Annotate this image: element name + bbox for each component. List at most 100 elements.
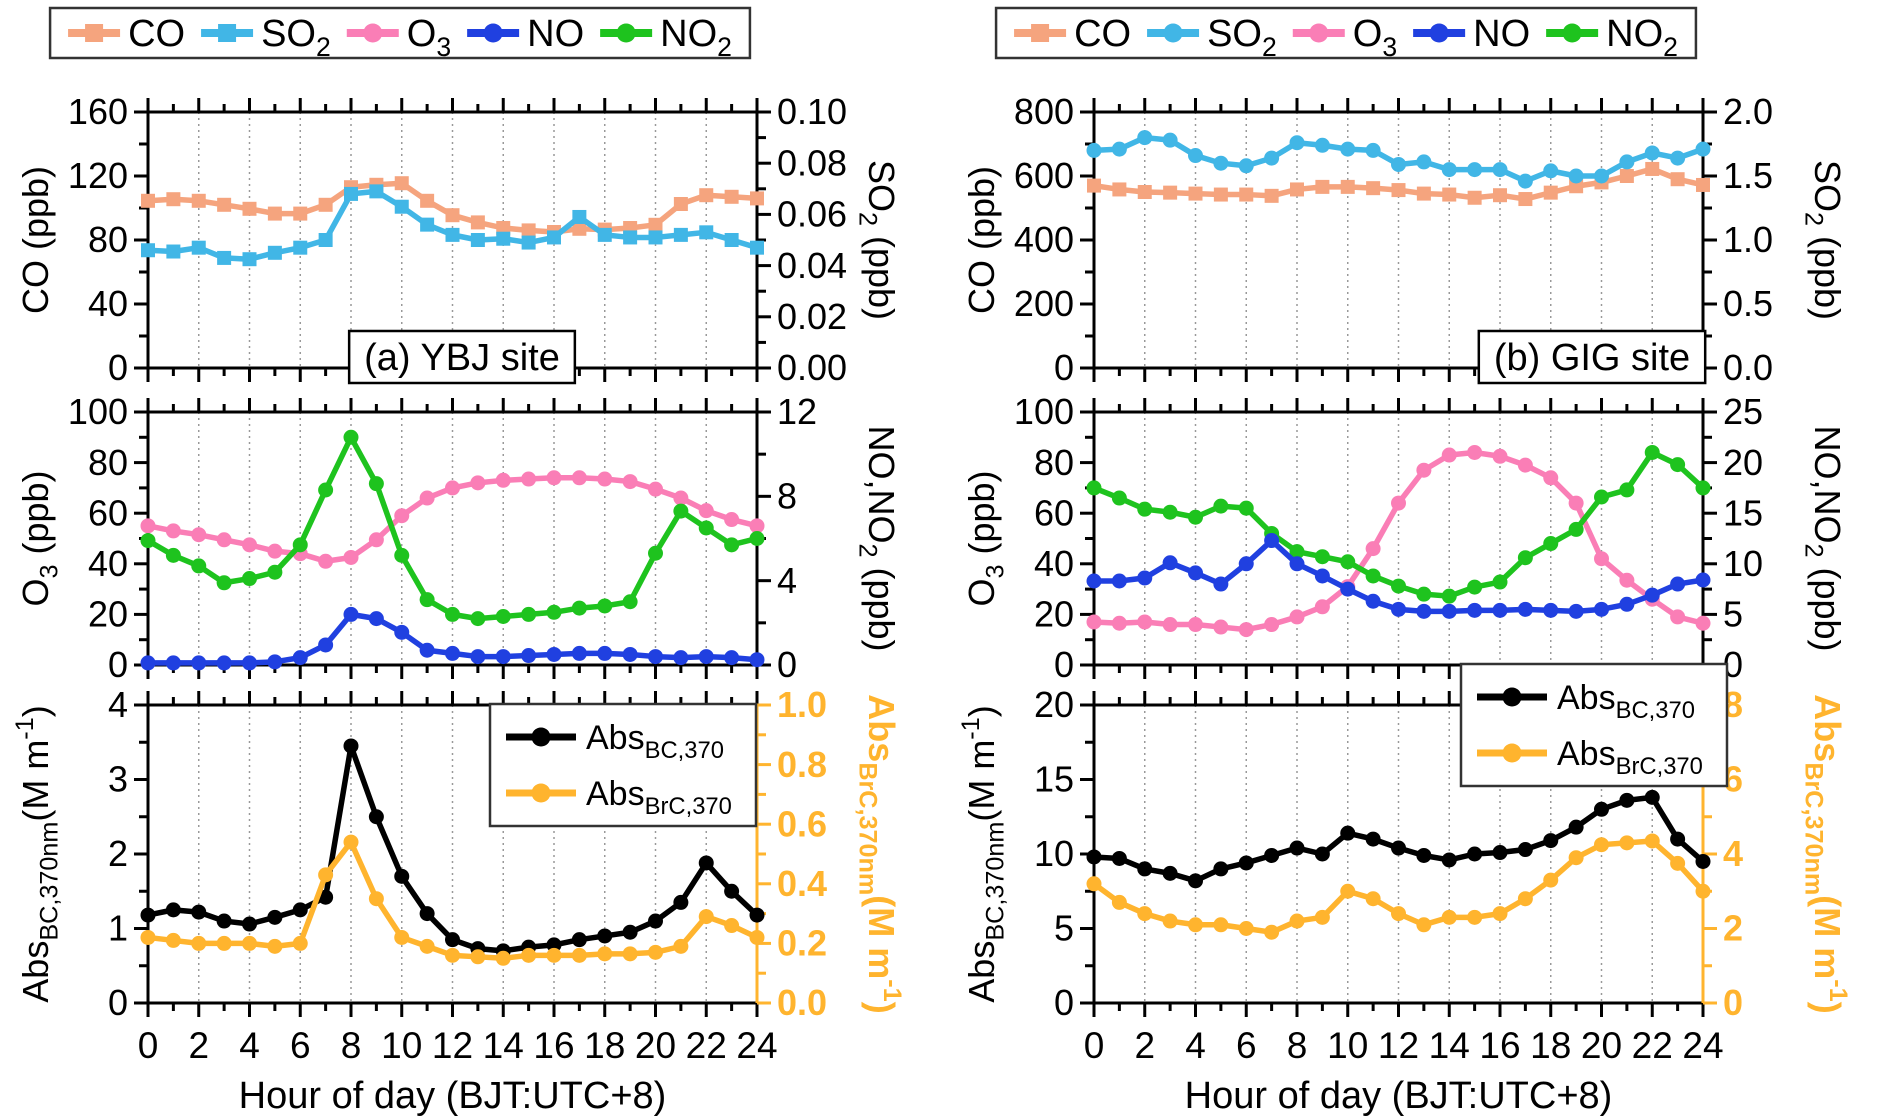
x-tick-label: 4 — [239, 1025, 260, 1066]
data-point — [292, 537, 308, 553]
abs-legend: AbsBC,370 AbsBrC,370 — [1459, 662, 1729, 788]
data-point — [724, 537, 740, 553]
data-point — [1644, 789, 1660, 805]
legend-label: O3 — [407, 13, 451, 62]
data-point — [216, 655, 232, 671]
series-ybj-so2 — [141, 184, 764, 267]
data-point — [1518, 192, 1533, 207]
data-point — [292, 650, 308, 666]
data-point — [622, 474, 638, 490]
data-point — [1137, 130, 1153, 146]
data-point — [1391, 906, 1406, 922]
data-point — [495, 609, 511, 625]
data-point — [546, 604, 562, 620]
data-point — [1644, 587, 1660, 603]
data-point — [571, 645, 587, 661]
legend-swatch-marker — [531, 783, 551, 803]
series-gig-absbc370 — [1086, 789, 1711, 889]
data-point — [140, 533, 156, 549]
x-tick-label: 4 — [1185, 1025, 1206, 1066]
data-point — [368, 532, 384, 548]
data-point — [318, 889, 334, 905]
data-point — [1517, 173, 1533, 189]
data-point — [1467, 190, 1482, 205]
data-point — [1670, 576, 1686, 592]
right-tick-label: 0.0 — [1723, 347, 1773, 388]
data-point — [1492, 162, 1508, 178]
data-point — [1213, 155, 1229, 171]
data-point — [1441, 588, 1457, 604]
x-tick-label: 8 — [1287, 1025, 1308, 1066]
left-tick-label: 20 — [1034, 684, 1074, 725]
abs-legend-label: AbsBC,370 — [586, 719, 724, 764]
data-point — [749, 907, 765, 923]
data-point — [1492, 906, 1508, 922]
data-point — [1670, 457, 1686, 473]
data-point — [673, 650, 689, 666]
left-tick-label: 0 — [1054, 982, 1074, 1023]
left-tick-label: 100 — [68, 391, 128, 432]
data-point — [318, 482, 334, 498]
data-point — [1111, 615, 1127, 631]
data-point — [1340, 179, 1355, 194]
data-point — [166, 244, 181, 259]
data-point — [343, 738, 359, 754]
data-point — [191, 935, 207, 951]
data-point — [1289, 840, 1305, 856]
legend-swatch-marker — [1031, 24, 1050, 42]
x-tick-label: 14 — [483, 1025, 524, 1066]
site-label-box: (b) GIG site — [1477, 329, 1707, 385]
legend-label: NO — [1473, 13, 1530, 55]
data-point — [419, 938, 435, 954]
right-tick-label: 0.0 — [777, 982, 827, 1023]
data-point — [521, 648, 537, 664]
data-point — [495, 472, 511, 488]
left-tick-label: 20 — [1034, 594, 1074, 635]
data-point — [191, 655, 207, 671]
data-point — [1391, 601, 1406, 617]
data-point — [572, 209, 587, 224]
left-tick-label: 60 — [1034, 492, 1074, 533]
data-point — [1594, 801, 1609, 817]
data-point — [1695, 853, 1711, 869]
data-point — [1492, 845, 1508, 861]
data-point — [1391, 840, 1406, 856]
x-tick-label: 24 — [1682, 1025, 1723, 1066]
site-label: (b) GIG site — [1494, 337, 1690, 379]
data-point — [165, 547, 181, 563]
site-label-box: (a) YBJ site — [347, 329, 577, 385]
data-point — [242, 916, 257, 932]
data-point — [267, 245, 282, 260]
data-point — [1695, 480, 1711, 496]
data-point — [1137, 570, 1153, 586]
data-point — [622, 646, 638, 662]
data-point — [191, 240, 206, 255]
data-point — [699, 225, 714, 240]
data-point — [1289, 609, 1305, 625]
data-point — [1569, 179, 1584, 194]
abs-legend-frame — [488, 702, 758, 828]
data-point — [521, 947, 537, 963]
data-point — [1441, 603, 1457, 619]
right-tick-label: 0.4 — [777, 863, 827, 904]
legend-swatch-marker — [218, 24, 237, 42]
data-point — [1188, 565, 1203, 581]
data-point — [1188, 917, 1203, 933]
right-tick-label: 0.06 — [777, 194, 847, 235]
data-point — [1188, 873, 1203, 889]
data-point — [546, 470, 562, 486]
data-point — [1264, 188, 1279, 203]
data-point — [267, 543, 283, 559]
data-point — [140, 907, 156, 923]
data-point — [1543, 536, 1559, 552]
data-point — [394, 929, 410, 945]
right-tick-label: 12 — [777, 391, 817, 432]
data-point — [1213, 498, 1229, 514]
data-point — [724, 918, 740, 934]
data-point — [597, 471, 613, 487]
left-tick-label: 60 — [88, 492, 128, 533]
data-point — [1087, 178, 1101, 193]
data-point — [1670, 831, 1686, 847]
